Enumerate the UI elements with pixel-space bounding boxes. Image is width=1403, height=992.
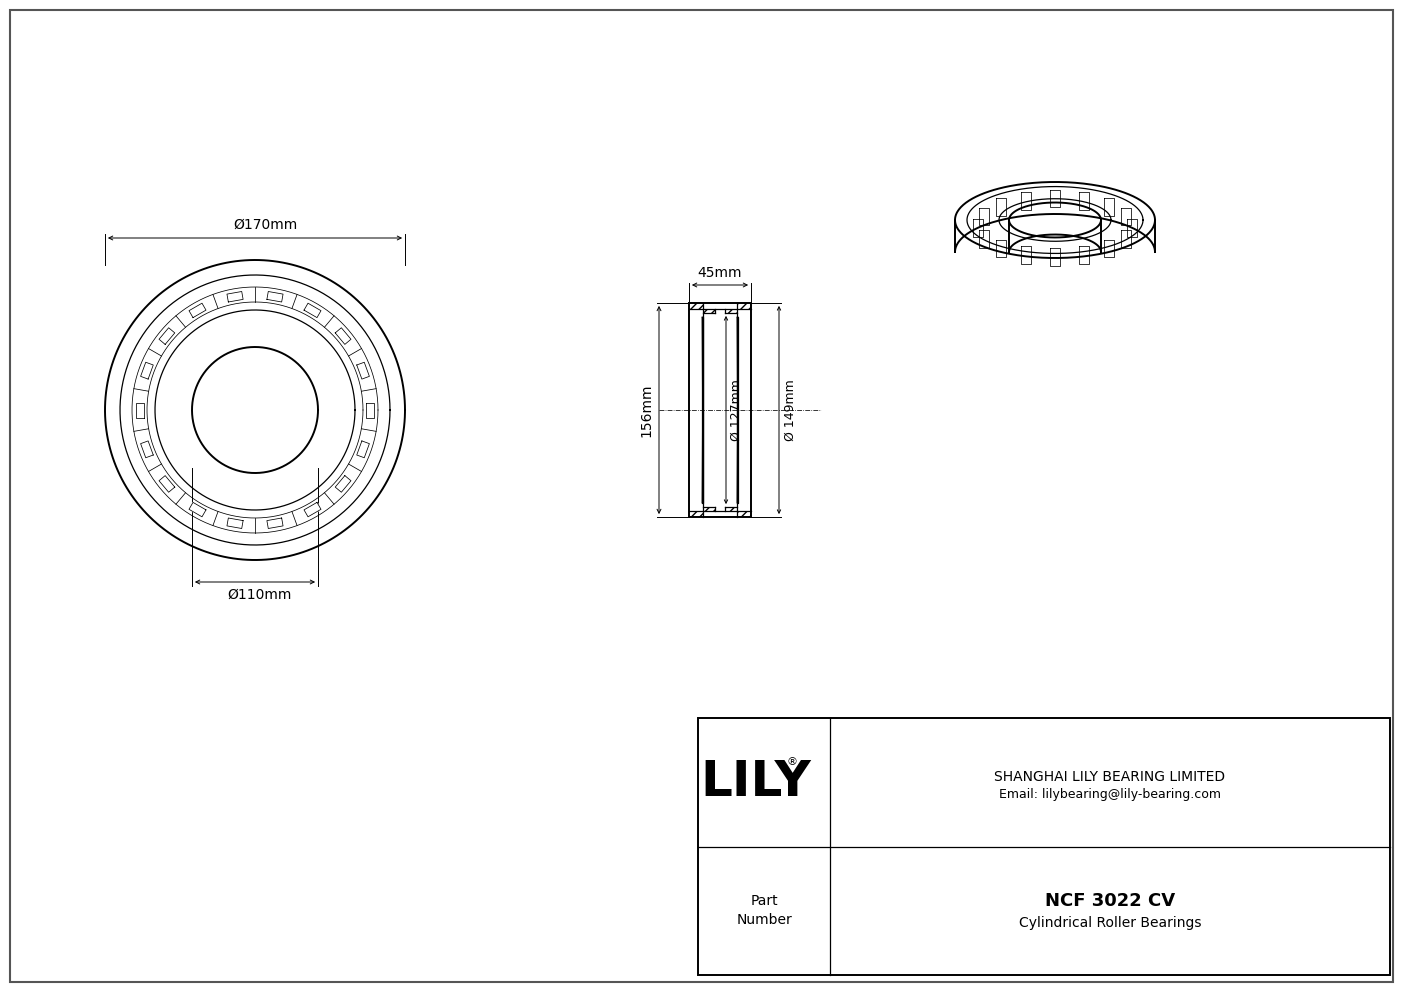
Polygon shape <box>356 362 369 379</box>
Text: NCF 3022 CV: NCF 3022 CV <box>1045 892 1176 910</box>
Polygon shape <box>267 518 283 529</box>
Text: ®: ® <box>787 757 797 767</box>
Bar <box>725 309 737 313</box>
Bar <box>703 309 716 313</box>
Bar <box>699 718 1390 975</box>
Text: Ø110mm: Ø110mm <box>227 588 292 602</box>
Polygon shape <box>356 440 369 457</box>
Polygon shape <box>227 292 243 302</box>
Text: Email: lilybearing@lily-bearing.com: Email: lilybearing@lily-bearing.com <box>999 788 1221 801</box>
Text: Ø 149mm: Ø 149mm <box>784 379 797 440</box>
Polygon shape <box>335 475 351 492</box>
Bar <box>737 511 751 517</box>
Polygon shape <box>189 502 206 517</box>
Text: SHANGHAI LILY BEARING LIMITED: SHANGHAI LILY BEARING LIMITED <box>995 770 1226 785</box>
Polygon shape <box>136 403 145 418</box>
Polygon shape <box>159 327 175 344</box>
Bar <box>725 507 737 511</box>
Polygon shape <box>304 502 321 517</box>
Text: Part
Number: Part Number <box>737 894 791 928</box>
Text: LILY: LILY <box>700 758 811 806</box>
Polygon shape <box>267 292 283 302</box>
Text: 45mm: 45mm <box>697 266 742 280</box>
Polygon shape <box>335 327 351 344</box>
Text: 156mm: 156mm <box>638 383 652 436</box>
Polygon shape <box>366 403 375 418</box>
Bar <box>737 303 751 309</box>
Polygon shape <box>140 362 153 379</box>
Text: Ø170mm: Ø170mm <box>233 218 297 232</box>
Text: Ø 127mm: Ø 127mm <box>730 379 744 440</box>
Polygon shape <box>189 304 206 317</box>
Polygon shape <box>140 440 153 457</box>
Text: Cylindrical Roller Bearings: Cylindrical Roller Bearings <box>1019 916 1201 930</box>
Bar <box>689 511 703 517</box>
Bar <box>703 507 716 511</box>
Bar <box>689 303 703 309</box>
Polygon shape <box>159 475 175 492</box>
Polygon shape <box>227 518 243 529</box>
Polygon shape <box>304 304 321 317</box>
